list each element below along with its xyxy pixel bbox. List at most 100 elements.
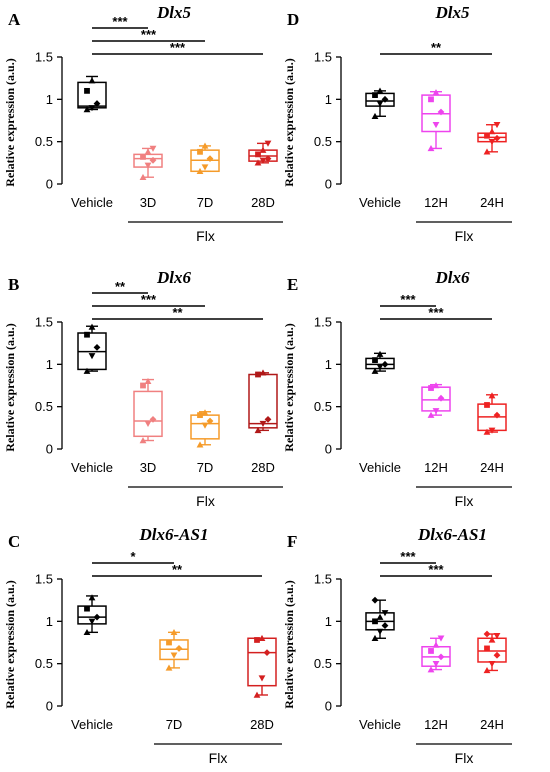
data-point [253,691,261,698]
data-point [264,155,272,162]
data-point [197,412,203,419]
data-point [484,645,490,652]
data-point [175,645,183,652]
data-point [427,145,435,152]
y-tick-label: 1 [46,92,53,107]
y-tick-label: 0 [325,177,332,192]
chart-panel-c: C Dlx6-AS1 0 0.5 1 1.5 Relative expression (a.… [3,525,282,766]
y-tick-label: 0.5 [35,399,53,414]
box-1 [159,628,189,671]
data-point [437,394,445,402]
data-point [493,633,501,640]
data-point [165,664,173,671]
data-point [88,618,96,625]
y-tick-label: 1.5 [314,315,332,330]
data-point [255,371,261,378]
y-tick-label: 0.5 [314,134,332,149]
significance-label: *** [400,549,416,564]
data-point [376,100,384,107]
x-tick-label: 12H [424,717,448,732]
data-point [206,417,214,425]
x-tick-label: 24H [480,460,504,475]
x-tick-label: 3D [140,460,157,475]
data-point [83,106,91,113]
data-point [437,635,445,642]
chart-panel-f: F Dlx6-AS1 0 0.5 1 1.5 Relative expression (a.… [282,525,512,766]
box-3 [248,140,278,166]
y-axis-label: Relative expression (a.u.) [3,58,17,186]
y-tick-label: 1 [46,614,53,629]
data-point [432,122,440,129]
significance-label: ** [172,305,183,320]
data-point [201,409,209,416]
data-point [376,350,384,357]
data-point [483,630,491,638]
panel-label: F [287,532,297,551]
group-label: Flx [196,228,215,244]
x-tick-label: 12H [424,460,448,475]
panel-label: A [8,10,21,29]
y-tick-label: 0 [46,699,53,714]
data-point [259,157,267,164]
box-0 [77,323,107,374]
group-label: Flx [455,750,474,766]
data-point [93,100,101,107]
data-point [381,95,389,103]
y-tick-label: 0 [325,442,332,457]
data-point [140,154,146,160]
data-point [381,360,389,368]
data-point [488,138,496,146]
data-point [432,408,440,415]
data-point [201,422,209,429]
data-point [258,675,266,682]
box-0 [365,87,395,119]
significance-label: *** [112,14,128,29]
data-point [88,323,96,330]
data-point [144,420,152,427]
x-tick-label: Vehicle [71,717,113,732]
significance-label: ** [172,562,183,577]
significance-label: *** [428,305,444,320]
data-point [372,92,378,98]
data-point [170,628,178,636]
y-tick-label: 1.5 [314,572,332,587]
significance-label: *** [428,562,444,577]
data-point [432,660,440,668]
y-tick-label: 0 [325,699,332,714]
panel-label: C [8,532,20,551]
box-iqr [248,373,278,429]
data-point [371,367,379,374]
significance-label: *** [141,27,157,42]
chart-panel-b: B Dlx6 0 0.5 1 1.5 Relative expression (a.u.) V… [3,268,283,509]
y-axis-label: Relative expression (a.u.) [282,323,296,451]
box-1 [133,145,163,180]
data-point [149,415,157,423]
box-3 [248,369,278,434]
y-tick-label: 1 [325,614,332,629]
y-tick-label: 1.5 [35,572,53,587]
y-tick-label: 1.5 [314,50,332,65]
data-point [259,420,267,427]
y-tick-label: 1 [325,92,332,107]
significance-label: *** [141,292,157,307]
data-point [437,653,445,661]
significance-label: ** [115,279,126,294]
data-point [197,148,203,155]
data-point [88,353,96,360]
y-tick-label: 0 [46,177,53,192]
x-tick-label: Vehicle [71,460,113,475]
data-point [432,382,440,389]
y-axis-label: Relative expression (a.u.) [3,580,17,708]
data-point [258,634,266,641]
y-tick-label: 0.5 [35,134,53,149]
box-0 [77,594,107,636]
x-tick-label: Vehicle [71,195,113,210]
chart-title: Dlx6-AS1 [139,525,209,544]
data-point [84,87,90,94]
box-1 [421,635,451,673]
box-iqr [77,81,107,109]
data-point [484,402,490,408]
data-point [140,382,146,389]
panel-label: E [287,275,298,294]
x-tick-label: 28D [250,717,274,732]
